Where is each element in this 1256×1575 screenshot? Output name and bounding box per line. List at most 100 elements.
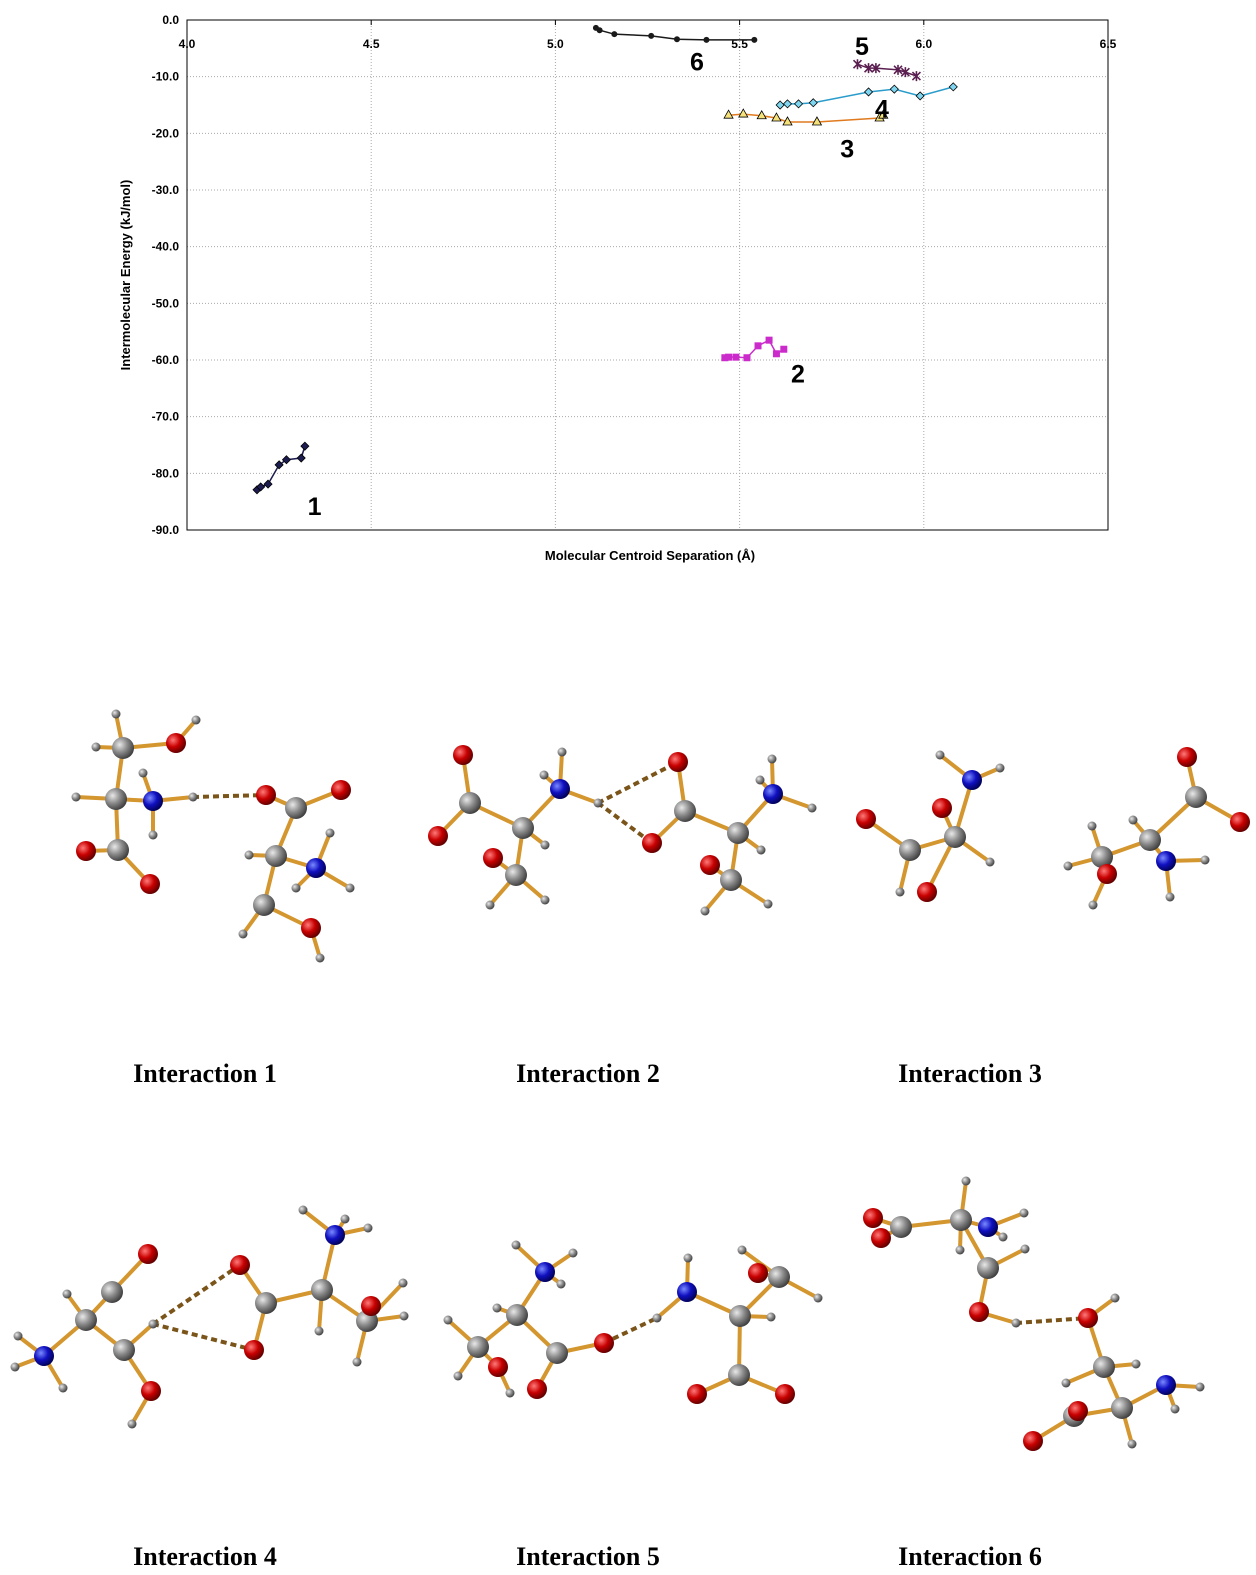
series-label: 6 [690, 48, 704, 76]
atom [737, 1245, 747, 1255]
atom [593, 798, 603, 808]
marker [871, 63, 881, 74]
atom [594, 1333, 614, 1353]
atom [768, 1266, 790, 1288]
atom [505, 864, 527, 886]
atom [955, 1245, 965, 1255]
atom [1131, 1359, 1141, 1369]
atom [285, 797, 307, 819]
marker [889, 84, 899, 94]
atom [950, 1209, 972, 1231]
atom [443, 1315, 453, 1325]
marker [596, 27, 603, 34]
atom [890, 1216, 912, 1238]
atom [112, 737, 134, 759]
atom [1156, 851, 1176, 871]
atom [188, 792, 198, 802]
atom [1128, 815, 1138, 825]
marker [948, 82, 958, 92]
y-tick-label: -20.0 [152, 126, 180, 140]
marker [900, 67, 910, 78]
atom [34, 1346, 54, 1366]
atom [265, 845, 287, 867]
atom [256, 785, 276, 805]
marker [863, 63, 874, 74]
atom [1061, 1378, 1071, 1388]
atom [652, 1313, 662, 1323]
marker [743, 354, 751, 362]
atom [729, 1305, 751, 1327]
y-axis-title: Intermolecular Energy (kJ/mol) [118, 180, 133, 371]
atom [315, 953, 325, 963]
marker [274, 460, 284, 470]
atom [962, 770, 982, 790]
marker [893, 64, 903, 75]
atom [683, 1253, 693, 1263]
atom [58, 1383, 68, 1393]
marker [771, 112, 782, 122]
atom [1200, 855, 1210, 865]
atom [1127, 1439, 1137, 1449]
series-label: 5 [855, 33, 869, 61]
y-tick-label: -30.0 [152, 183, 180, 197]
hydrogen-bond [597, 760, 679, 805]
atom [512, 817, 534, 839]
atom [985, 857, 995, 867]
x-tick-label: 6.0 [915, 37, 932, 51]
y-tick-label: -60.0 [152, 353, 180, 367]
y-tick-label: -50.0 [152, 296, 180, 310]
atom [191, 715, 201, 725]
atom [727, 822, 749, 844]
atom [935, 750, 945, 760]
atom [1023, 1431, 1043, 1451]
hydrogen-bond [596, 801, 654, 845]
marker [738, 108, 749, 118]
atom [230, 1255, 250, 1275]
atom [1185, 786, 1207, 808]
atom [467, 1336, 489, 1358]
hydrogen-bond [1015, 1316, 1089, 1325]
atom [91, 742, 101, 752]
hydrogen-bond [192, 793, 267, 799]
atom [1093, 1356, 1115, 1378]
atom [1091, 846, 1113, 868]
atom [76, 841, 96, 861]
atom [700, 906, 710, 916]
marker [863, 87, 874, 97]
atom [253, 894, 275, 916]
atom [557, 747, 567, 757]
atom [459, 792, 481, 814]
atom [766, 1312, 776, 1322]
series-label: 3 [840, 136, 854, 164]
atom [505, 1388, 515, 1398]
x-tick-label: 4.5 [363, 37, 380, 51]
atom [807, 803, 817, 813]
marker [300, 441, 310, 451]
atom [1011, 1318, 1021, 1328]
atom [428, 826, 448, 846]
marker [263, 479, 273, 489]
atom [863, 1208, 883, 1228]
marker [732, 353, 740, 361]
atom [1019, 1208, 1029, 1218]
atom [756, 845, 766, 855]
atom [255, 1292, 277, 1314]
marker [793, 99, 804, 109]
marker [256, 482, 266, 492]
atom [453, 1371, 463, 1381]
marker [751, 36, 758, 43]
trend-line [728, 113, 884, 123]
marker [782, 99, 793, 109]
atom [1156, 1375, 1176, 1395]
atom [238, 929, 248, 939]
atom [720, 869, 742, 891]
atom [138, 1244, 158, 1264]
marker [723, 109, 734, 119]
atom [101, 1281, 123, 1303]
x-axis-title: Molecular Centroid Separation (Å) [545, 548, 755, 563]
marker [780, 345, 788, 353]
atom [1087, 821, 1097, 831]
atom [767, 754, 777, 764]
atom [998, 1232, 1008, 1242]
marker [754, 342, 762, 350]
